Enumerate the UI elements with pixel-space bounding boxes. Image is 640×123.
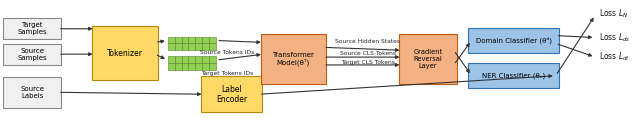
Bar	[175, 63, 182, 70]
Bar	[188, 63, 195, 70]
Bar	[202, 43, 209, 50]
FancyBboxPatch shape	[260, 34, 326, 84]
Text: Target
Samples: Target Samples	[17, 22, 47, 35]
FancyBboxPatch shape	[3, 77, 61, 108]
FancyBboxPatch shape	[3, 18, 61, 39]
Bar	[195, 43, 202, 50]
Bar	[182, 37, 188, 43]
Bar	[168, 63, 175, 70]
Text: Tokenizer: Tokenizer	[107, 49, 143, 58]
Text: Gradient
Reversal
Layer: Gradient Reversal Layer	[413, 49, 443, 69]
Bar	[188, 56, 195, 63]
FancyBboxPatch shape	[3, 44, 61, 65]
Bar	[182, 63, 188, 70]
Text: Target CLS Tokens: Target CLS Tokens	[340, 61, 395, 65]
FancyBboxPatch shape	[399, 34, 457, 84]
Text: Source
Labels: Source Labels	[20, 86, 44, 99]
Bar	[175, 56, 182, 63]
Bar	[175, 43, 182, 50]
Bar	[209, 63, 216, 70]
Bar	[195, 63, 202, 70]
Text: Loss $\mathit{L}_{ds}$: Loss $\mathit{L}_{ds}$	[599, 31, 631, 44]
Bar	[168, 43, 175, 50]
Text: Label
Encoder: Label Encoder	[216, 85, 247, 104]
Bar	[168, 37, 175, 43]
Bar	[202, 37, 209, 43]
Bar	[182, 43, 188, 50]
Text: Transformer
Model(θᵀ): Transformer Model(θᵀ)	[273, 52, 314, 66]
Text: Loss $\mathit{L}_{dt}$: Loss $\mathit{L}_{dt}$	[599, 51, 630, 63]
Bar	[209, 43, 216, 50]
Bar	[182, 56, 188, 63]
FancyBboxPatch shape	[201, 76, 262, 112]
Text: Loss $\mathit{L}_{N}$: Loss $\mathit{L}_{N}$	[599, 8, 628, 20]
Bar	[195, 37, 202, 43]
FancyBboxPatch shape	[468, 63, 559, 88]
Text: NER Classifier (θₙ): NER Classifier (θₙ)	[482, 72, 545, 79]
Bar	[195, 56, 202, 63]
FancyBboxPatch shape	[468, 28, 559, 53]
Bar	[209, 37, 216, 43]
Bar	[188, 43, 195, 50]
Bar	[209, 56, 216, 63]
Bar	[175, 37, 182, 43]
Text: Source Tokens IDs: Source Tokens IDs	[200, 50, 254, 55]
Text: Source Hidden States: Source Hidden States	[335, 39, 400, 44]
Text: Source CLS Tokens: Source CLS Tokens	[340, 51, 396, 56]
Text: Target Tokens IDs: Target Tokens IDs	[201, 71, 253, 76]
Bar	[188, 37, 195, 43]
FancyBboxPatch shape	[92, 26, 158, 80]
Text: Domain Classifier (θᵈ): Domain Classifier (θᵈ)	[476, 37, 552, 44]
Bar	[168, 56, 175, 63]
Bar	[202, 56, 209, 63]
Text: Source
Samples: Source Samples	[17, 48, 47, 61]
Bar	[202, 63, 209, 70]
